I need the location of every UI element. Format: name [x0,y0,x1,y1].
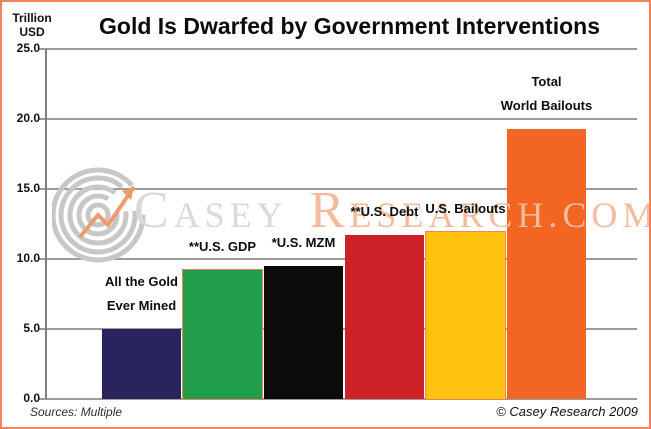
bar-label: Total World Bailouts [500,73,593,113]
gridline [39,398,637,400]
bar-label: All the Gold Ever Mined [105,274,178,313]
y-axis-unit-label: Trillion USD [12,11,52,39]
bar-label: U.S. Bailouts [425,201,506,217]
bar [507,128,586,399]
gridline [39,48,637,50]
bar [264,266,343,399]
bar [426,232,505,399]
bar [102,329,181,399]
bar [345,235,424,399]
casey-spiral-logo-icon [52,167,146,263]
y-tick-label: 5.0 [23,321,40,335]
y-tick-label: 0.0 [23,391,40,405]
y-tick-label: 25.0 [16,41,40,55]
y-tick-label: 10.0 [16,251,40,265]
y-tick-label: 15.0 [16,181,40,195]
chart-title: Gold Is Dwarfed by Government Interventi… [99,13,600,39]
gridline [39,188,637,190]
gridline [39,258,637,260]
sources-note: Sources: Multiple [30,405,123,419]
bar-label: **U.S. Debt [350,204,419,220]
bar-label: *U.S. MZM [271,235,336,250]
copyright-note: © Casey Research 2009 [496,404,638,419]
y-tick-label: 20.0 [16,111,40,125]
bar-label: **U.S. GDP [188,239,257,255]
bar [183,270,262,399]
gridline [39,118,637,120]
y-axis-line [45,49,47,399]
